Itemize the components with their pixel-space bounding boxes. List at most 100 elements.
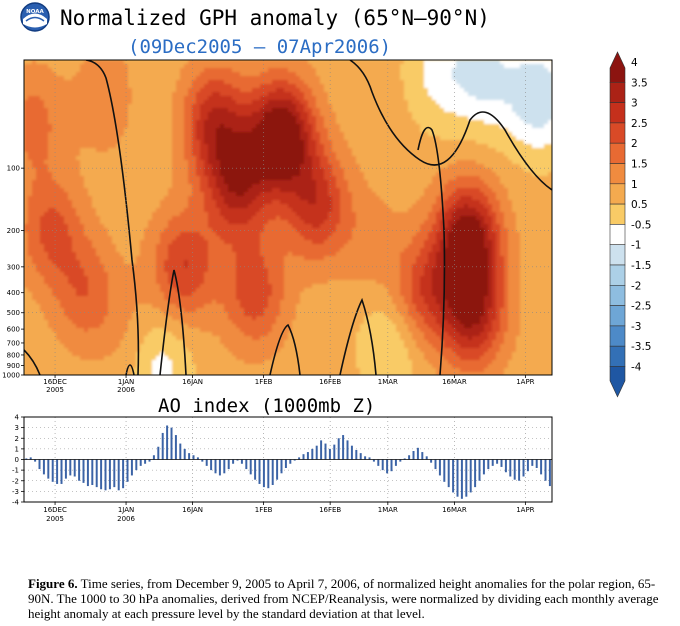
heatmap-cell <box>364 196 369 201</box>
heatmap-cell <box>408 172 413 177</box>
heatmap-cell <box>264 88 269 93</box>
heatmap-cell <box>244 168 249 173</box>
heatmap-cell <box>236 160 241 165</box>
heatmap-cell <box>100 84 105 89</box>
heatmap-cell <box>480 196 485 201</box>
heatmap-cell <box>376 192 381 197</box>
heatmap-cell <box>528 128 533 133</box>
heatmap-cell <box>356 196 361 201</box>
heatmap-cell <box>528 164 533 169</box>
heatmap-cell <box>244 84 249 89</box>
heatmap-cell <box>272 60 277 65</box>
heatmap-cell <box>328 168 333 173</box>
heatmap-cell <box>72 132 77 137</box>
heatmap-cell <box>76 136 81 141</box>
heatmap-cell <box>392 180 397 185</box>
heatmap-cell <box>216 112 221 117</box>
heatmap-cell <box>412 120 417 125</box>
heatmap-cell <box>244 192 249 197</box>
heatmap-cell <box>68 168 73 173</box>
heatmap-cell <box>188 204 193 209</box>
heatmap-cell <box>300 128 305 133</box>
heatmap-cell <box>480 152 485 157</box>
heatmap-cell <box>208 100 213 105</box>
heatmap-cell <box>36 64 41 69</box>
heatmap-cell <box>64 204 69 209</box>
heatmap-cell <box>284 64 289 69</box>
heatmap-cell <box>64 116 69 121</box>
heatmap-cell <box>508 88 513 93</box>
heatmap-cell <box>432 120 437 125</box>
heatmap-cell <box>388 60 393 65</box>
heatmap-cell <box>92 188 97 193</box>
heatmap-cell <box>520 188 525 193</box>
heatmap-cell <box>536 156 541 161</box>
heatmap-cell <box>56 184 61 189</box>
heatmap-cell <box>140 100 145 105</box>
heatmap-cell <box>448 124 453 129</box>
heatmap-cell <box>356 140 361 145</box>
heatmap-cell <box>32 140 37 145</box>
heatmap-cell <box>424 200 429 205</box>
heatmap-cell <box>44 204 49 209</box>
heatmap-cell <box>404 88 409 93</box>
heatmap-cell <box>316 108 321 113</box>
heatmap-cell <box>240 192 245 197</box>
heatmap-cell <box>456 116 461 121</box>
heatmap-cell <box>516 100 521 105</box>
heatmap-cell <box>284 184 289 189</box>
heatmap-cell <box>268 140 273 145</box>
heatmap-cell <box>328 64 333 69</box>
heatmap-cell <box>352 80 357 85</box>
heatmap-cell <box>112 88 117 93</box>
heatmap-cell <box>272 92 277 97</box>
heatmap-cell <box>408 88 413 93</box>
heatmap-cell <box>208 104 213 109</box>
heatmap-cell <box>284 100 289 105</box>
heatmap-cell <box>404 172 409 177</box>
heatmap-cell <box>524 180 529 185</box>
heatmap-cell <box>524 192 529 197</box>
heatmap-cell <box>344 180 349 185</box>
heatmap-cell <box>304 128 309 133</box>
heatmap-cell <box>308 164 313 169</box>
heatmap-cell <box>388 112 393 117</box>
heatmap-cell <box>388 168 393 173</box>
heatmap-cell <box>56 128 61 133</box>
heatmap-cell <box>396 100 401 105</box>
heatmap-cell <box>476 200 481 205</box>
heatmap-cell <box>280 156 285 161</box>
heatmap-cell <box>320 184 325 189</box>
heatmap-cell <box>212 208 217 213</box>
heatmap-cell <box>404 148 409 153</box>
heatmap-cell <box>236 108 241 113</box>
heatmap-cell <box>164 152 169 157</box>
heatmap-cell <box>228 72 233 77</box>
heatmap-cell <box>528 108 533 113</box>
heatmap-cell <box>504 84 509 89</box>
heatmap-cell <box>212 64 217 69</box>
heatmap-cell <box>236 136 241 141</box>
heatmap-cell <box>544 84 549 89</box>
heatmap-cell <box>60 136 65 141</box>
heatmap-cell <box>188 140 193 145</box>
heatmap-cell <box>256 112 261 117</box>
heatmap-cell <box>360 88 365 93</box>
heatmap-cell <box>424 80 429 85</box>
heatmap-cell <box>200 120 205 125</box>
heatmap-cell <box>84 192 89 197</box>
heatmap-cell <box>164 112 169 117</box>
heatmap-cell <box>220 168 225 173</box>
heatmap-cell <box>368 180 373 185</box>
heatmap-cell <box>532 124 537 129</box>
heatmap-cell <box>384 64 389 69</box>
heatmap-cell <box>476 164 481 169</box>
heatmap-cell <box>180 104 185 109</box>
heatmap-cell <box>208 68 213 73</box>
heatmap-cell <box>28 84 33 89</box>
heatmap-cell <box>96 96 101 101</box>
heatmap-cell <box>36 84 41 89</box>
heatmap-cell <box>176 84 181 89</box>
heatmap-cell <box>176 208 181 213</box>
heatmap-cell <box>36 72 41 77</box>
